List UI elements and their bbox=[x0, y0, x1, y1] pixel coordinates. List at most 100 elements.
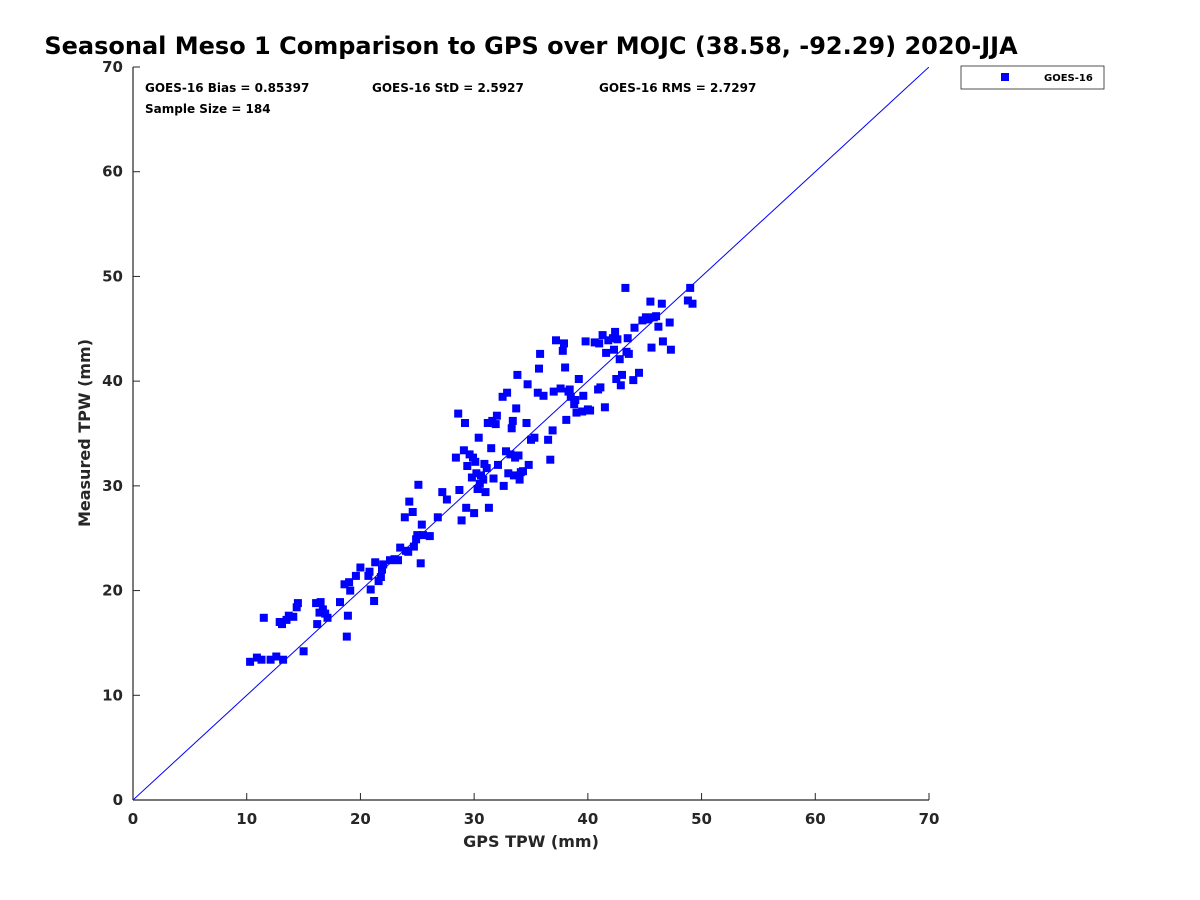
data-point bbox=[595, 339, 604, 348]
data-point bbox=[513, 370, 522, 379]
data-point bbox=[454, 409, 463, 418]
x-tick-label: 70 bbox=[919, 810, 940, 828]
x-tick-label: 20 bbox=[350, 810, 371, 828]
data-point bbox=[318, 605, 327, 614]
data-point bbox=[455, 486, 464, 494]
data-point bbox=[610, 345, 618, 354]
data-point bbox=[504, 469, 513, 478]
data-point bbox=[282, 615, 291, 624]
data-point bbox=[259, 613, 268, 622]
data-point bbox=[544, 435, 553, 444]
y-tick-label: 70 bbox=[102, 58, 123, 76]
y-tick-label: 10 bbox=[102, 686, 123, 704]
x-tick-label: 0 bbox=[128, 810, 138, 828]
data-point bbox=[346, 586, 355, 595]
data-point bbox=[535, 364, 543, 373]
data-point bbox=[635, 368, 643, 377]
data-point bbox=[612, 375, 621, 383]
data-point bbox=[293, 599, 302, 608]
data-point bbox=[652, 312, 661, 321]
data-point bbox=[565, 385, 574, 394]
data-point bbox=[340, 580, 349, 589]
data-point bbox=[598, 331, 607, 340]
data-point bbox=[560, 339, 568, 348]
data-point bbox=[457, 516, 466, 525]
data-point bbox=[618, 370, 626, 379]
data-point bbox=[417, 520, 426, 529]
data-point bbox=[299, 647, 308, 656]
data-points-layer bbox=[246, 283, 697, 666]
data-point bbox=[459, 446, 468, 455]
data-point bbox=[519, 467, 527, 476]
data-point bbox=[272, 652, 281, 661]
data-point bbox=[412, 535, 421, 544]
data-point bbox=[533, 388, 542, 397]
data-point bbox=[654, 322, 663, 331]
data-point bbox=[688, 299, 697, 308]
data-point bbox=[623, 334, 632, 343]
bias-stat: GOES-16 Bias = 0.85397 bbox=[145, 81, 309, 95]
chart-title: Seasonal Meso 1 Comparison to GPS over M… bbox=[44, 32, 1018, 60]
data-point bbox=[665, 318, 674, 327]
data-point bbox=[608, 334, 617, 343]
data-point bbox=[477, 471, 485, 480]
y-tick-label: 30 bbox=[102, 477, 123, 495]
y-axis-ticks: 0 10 20 30 40 50 60 70 bbox=[102, 58, 140, 809]
legend-box bbox=[960, 65, 1105, 90]
data-point bbox=[487, 444, 496, 453]
data-point bbox=[321, 609, 330, 618]
data-point bbox=[657, 299, 666, 308]
data-point bbox=[611, 327, 620, 336]
reference-line-layer bbox=[133, 67, 929, 800]
legend-label-goes16: GOES-16 bbox=[1044, 73, 1093, 84]
sample-size-stat: Sample Size = 184 bbox=[145, 102, 271, 116]
data-point bbox=[506, 450, 515, 459]
y-tick-label: 40 bbox=[102, 372, 123, 390]
y-tick-label: 50 bbox=[102, 267, 123, 285]
x-tick-label: 10 bbox=[236, 810, 257, 828]
data-point bbox=[491, 420, 500, 429]
data-point bbox=[364, 571, 373, 580]
data-point bbox=[579, 391, 588, 400]
data-point bbox=[503, 388, 512, 397]
data-point bbox=[586, 406, 595, 415]
data-point bbox=[644, 315, 653, 324]
data-point bbox=[561, 363, 570, 372]
data-point bbox=[522, 419, 531, 427]
data-point bbox=[523, 380, 532, 389]
data-point bbox=[438, 488, 447, 497]
data-point bbox=[483, 419, 492, 427]
data-point bbox=[570, 400, 579, 409]
x-tick-label: 60 bbox=[805, 810, 826, 828]
data-point bbox=[467, 473, 476, 482]
data-point bbox=[613, 335, 622, 344]
data-point bbox=[590, 338, 599, 347]
data-point bbox=[394, 556, 402, 565]
data-point bbox=[574, 375, 583, 383]
data-point bbox=[615, 355, 624, 364]
data-point bbox=[414, 480, 423, 489]
legend-marker-goes16 bbox=[1001, 73, 1009, 81]
data-point bbox=[316, 598, 325, 607]
x-tick-label: 50 bbox=[691, 810, 712, 828]
data-point bbox=[405, 497, 414, 506]
data-point bbox=[425, 532, 434, 541]
data-point bbox=[433, 513, 442, 522]
data-point bbox=[581, 337, 590, 346]
data-point bbox=[539, 391, 548, 400]
data-point bbox=[482, 464, 491, 473]
data-point bbox=[409, 542, 418, 551]
data-point bbox=[378, 565, 386, 574]
data-point bbox=[498, 392, 507, 401]
data-point bbox=[419, 531, 427, 540]
data-point bbox=[469, 453, 477, 462]
data-point bbox=[379, 560, 388, 569]
data-point bbox=[578, 407, 587, 416]
data-point bbox=[562, 415, 571, 424]
data-point bbox=[472, 469, 481, 478]
data-point bbox=[370, 597, 379, 605]
data-point bbox=[371, 558, 380, 567]
data-point bbox=[484, 503, 493, 512]
data-point bbox=[451, 453, 460, 462]
